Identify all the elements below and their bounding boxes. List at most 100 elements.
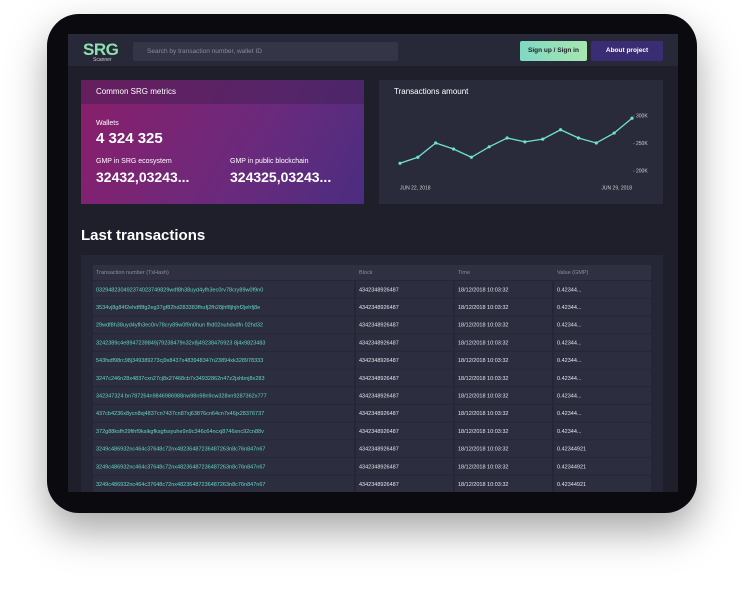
metrics-title: Common SRG metrics xyxy=(81,80,364,104)
cell xyxy=(356,458,453,475)
screen: SRG Scanner Search by transaction number… xyxy=(68,34,678,492)
cell-text: 0.42344921 xyxy=(557,464,586,470)
tx-hash: 3249c486932nc464c37648c72nx4823648723648… xyxy=(96,482,265,488)
cell xyxy=(455,369,552,387)
y-tick-label: 300K xyxy=(636,113,648,119)
point xyxy=(487,145,491,149)
cell xyxy=(455,351,552,369)
cell xyxy=(554,404,651,422)
cell-text: 18/12/2018 10:03:32 xyxy=(458,411,508,417)
cell-text: 18/12/2018 10:03:32 xyxy=(458,482,508,488)
point xyxy=(576,136,581,140)
metric-value: 32432,03243... xyxy=(96,169,190,185)
cell xyxy=(455,281,552,298)
point xyxy=(398,161,402,165)
cell xyxy=(356,387,453,404)
point xyxy=(416,155,420,159)
cell xyxy=(554,351,651,369)
tx-hash: 543fsdf98rc98j349389273cj9x8437x48394834… xyxy=(96,358,263,364)
cell xyxy=(554,422,651,440)
cell-text: 18/12/2018 10:03:32 xyxy=(458,287,508,293)
tx-hash: 372g88ksfh29fihf9ksikgfksgfssyuhe9n9c346… xyxy=(96,429,264,435)
column-header: Value (GMP) xyxy=(557,270,589,276)
cell xyxy=(356,440,453,457)
cell xyxy=(356,369,453,387)
cell xyxy=(93,351,354,369)
cell-text: 4342348926487 xyxy=(359,376,399,382)
cell xyxy=(93,316,354,334)
point xyxy=(559,128,563,132)
chart: Transactions amount 200K 250K 300K JUN 22, … xyxy=(394,87,648,191)
cell xyxy=(356,316,453,334)
cell xyxy=(356,298,453,316)
cell xyxy=(356,475,453,492)
column-header: Transaction number (TxHash) xyxy=(96,270,169,276)
cell xyxy=(356,404,453,422)
column-header: Block xyxy=(359,270,373,276)
cell-text: 4342348926487 xyxy=(359,394,399,400)
about-button[interactable]: About project xyxy=(591,41,663,61)
cell xyxy=(455,404,552,422)
cell-text: 4342348926487 xyxy=(359,305,399,311)
cell xyxy=(93,281,354,298)
cell-text: 0.42344... xyxy=(557,323,582,329)
cell xyxy=(455,458,552,475)
metric-label: GMP in public blockchain xyxy=(230,158,309,165)
search-input[interactable]: Search by transaction number, wallet ID xyxy=(133,42,398,61)
cell xyxy=(554,334,651,351)
cell-text: 18/12/2018 10:03:32 xyxy=(458,340,508,346)
cell xyxy=(93,475,354,492)
cell-text: 0.42344... xyxy=(557,429,582,435)
cell xyxy=(455,475,552,492)
top-bar: SRG Scanner Search by transaction number… xyxy=(68,34,678,66)
cell xyxy=(455,440,552,457)
x-tick-label: JUN 29, 2018 xyxy=(601,185,632,191)
cell xyxy=(554,458,651,475)
section-title: Last transactions xyxy=(81,227,206,244)
table-grid: Transaction number (TxHash) Block Time Valu… xyxy=(93,265,651,492)
cell-text: 4342348926487 xyxy=(359,464,399,470)
cell xyxy=(93,334,354,351)
cell-text: 18/12/2018 10:03:32 xyxy=(458,358,508,364)
signin-button[interactable]: Sign up / Sign in xyxy=(520,41,587,61)
cell xyxy=(93,422,354,440)
cell-text: 18/12/2018 10:03:32 xyxy=(458,394,508,400)
transactions-table: Transaction number (TxHash) Block Time Valu… xyxy=(81,255,663,492)
cell-text: 0.42344... xyxy=(557,394,582,400)
point xyxy=(523,140,527,144)
point xyxy=(451,147,456,151)
metric-label: GMP in SRG ecosystem xyxy=(96,158,172,165)
cell-text: 4342348926487 xyxy=(359,340,399,346)
x-tick-label: JUN 22, 2018 xyxy=(400,185,431,191)
cell xyxy=(93,298,354,316)
tx-hash: 342347324 bn787264n9846986988nw98n98n9cw… xyxy=(96,394,267,400)
header-row xyxy=(93,265,651,280)
tx-hash: 3249c486932nc464c37648c72nx4823648723648… xyxy=(96,464,265,470)
cell-text: 18/12/2018 10:03:32 xyxy=(458,323,508,329)
cell-text: 18/12/2018 10:03:32 xyxy=(458,305,508,311)
metrics-card: Common SRG metrics Wallets 4 324 325 GMP… xyxy=(81,80,364,204)
line xyxy=(399,117,633,164)
cell-text: 18/12/2018 10:03:32 xyxy=(458,464,508,470)
chart-title: Transactions amount xyxy=(394,87,469,96)
tx-hash: 3534vj8g84f2ehdf8fg2eg37gf82hd283383fhuf… xyxy=(96,305,260,311)
cell xyxy=(554,316,651,334)
cell xyxy=(455,387,552,404)
cell xyxy=(356,334,453,351)
point xyxy=(434,141,438,145)
point xyxy=(541,137,545,141)
cell-text: 0.42344... xyxy=(557,358,582,364)
y-tick-label: 200K xyxy=(636,168,648,174)
cell xyxy=(455,422,552,440)
tx-hash: 3242389c4e8947239849j79238479n32x8j49238… xyxy=(96,340,265,346)
cell xyxy=(93,387,354,404)
logo[interactable]: SRG xyxy=(83,40,119,59)
tx-hash: 032948230492374023749829wdf8h38uyd4yfh3e… xyxy=(96,287,263,293)
cell xyxy=(554,440,651,457)
cell-text: 0.42344... xyxy=(557,340,582,346)
cell-text: 0.42344921 xyxy=(557,447,586,453)
logo-sub: Scanner xyxy=(93,57,112,63)
cell xyxy=(356,351,453,369)
cell-text: 4342348926487 xyxy=(359,358,399,364)
